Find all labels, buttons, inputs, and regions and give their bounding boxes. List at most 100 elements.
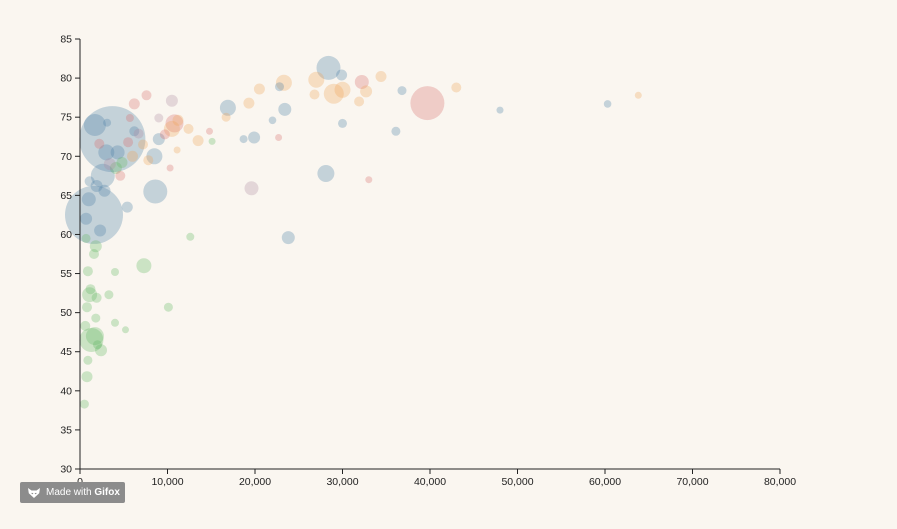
data-point-80 <box>82 266 93 277</box>
badge-brand: Gifox <box>94 487 120 498</box>
data-point-72 <box>81 371 93 383</box>
data-point-90 <box>123 137 134 148</box>
data-point-7 <box>79 328 104 352</box>
data-point-81 <box>89 249 99 259</box>
data-point-33 <box>159 129 170 140</box>
data-point-25 <box>121 201 133 213</box>
data-point-79 <box>91 313 101 323</box>
data-point-74 <box>83 355 93 365</box>
data-point-63 <box>173 146 181 154</box>
data-point-57 <box>268 116 277 125</box>
badge-prefix: Made with <box>46 487 95 498</box>
y-tick-label: 70 <box>60 151 72 163</box>
data-point-17 <box>82 287 98 303</box>
data-point-59 <box>221 112 231 122</box>
data-point-52 <box>391 126 401 136</box>
data-point-83 <box>81 233 91 243</box>
y-tick-label: 65 <box>60 190 72 202</box>
data-point-19 <box>98 144 115 161</box>
data-point-46 <box>354 96 365 107</box>
data-point-65 <box>186 232 195 241</box>
data-point-45 <box>360 85 373 98</box>
data-point-94 <box>103 118 112 127</box>
data-point-23 <box>81 192 96 207</box>
x-tick-label: 40,000 <box>414 476 446 488</box>
data-point-3 <box>143 179 168 204</box>
x-tick-label: 30,000 <box>326 476 358 488</box>
data-point-87 <box>84 176 95 187</box>
data-point-66 <box>163 302 173 312</box>
data-point-39 <box>141 90 152 101</box>
data-point-51 <box>243 97 255 109</box>
points-layer <box>65 55 642 409</box>
data-point-82 <box>89 240 102 253</box>
data-point-43 <box>281 231 295 245</box>
data-point-12 <box>165 114 184 133</box>
y-tick-label: 55 <box>60 268 72 280</box>
x-axis-ticks: 010,00020,00030,00040,00050,00060,00070,… <box>77 469 796 488</box>
made-with-gifox-badge[interactable]: Made with Gifox <box>20 482 125 503</box>
data-point-6 <box>90 163 115 188</box>
data-point-62 <box>208 137 216 145</box>
data-point-70 <box>111 268 119 276</box>
data-point-15 <box>317 165 335 182</box>
data-point-26 <box>109 162 122 174</box>
y-tick-label: 40 <box>60 385 72 397</box>
data-point-29 <box>129 126 140 137</box>
y-tick-label: 50 <box>60 307 72 319</box>
x-tick-label: 80,000 <box>764 476 796 488</box>
axes-layer: 010,00020,00030,00040,00050,00060,00070,… <box>60 34 796 489</box>
data-point-75 <box>80 320 91 331</box>
x-tick-label: 70,000 <box>676 476 708 488</box>
data-point-27 <box>116 157 128 168</box>
data-point-9 <box>308 71 325 88</box>
data-point-11 <box>334 81 351 98</box>
data-point-47 <box>336 69 348 81</box>
data-point-89 <box>115 170 126 181</box>
data-point-99 <box>634 91 642 99</box>
data-point-37 <box>192 135 204 147</box>
data-point-77 <box>85 284 96 295</box>
data-point-40 <box>244 181 259 196</box>
y-axis-ticks: 30 35 40 45 50 55 60 65 70 75 80 85 <box>60 34 80 476</box>
data-point-98 <box>603 100 612 108</box>
data-point-73 <box>79 399 89 409</box>
y-tick-label: 30 <box>60 464 72 476</box>
y-tick-label: 80 <box>60 73 72 85</box>
y-tick-label: 45 <box>60 346 72 358</box>
data-point-91 <box>133 128 144 139</box>
data-point-44 <box>354 75 369 89</box>
data-point-38 <box>128 98 140 110</box>
data-point-69 <box>104 290 114 300</box>
data-point-18 <box>85 327 104 346</box>
x-tick-label: 20,000 <box>239 476 271 488</box>
data-point-92 <box>154 113 164 123</box>
badge-label: Made with Gifox <box>46 487 120 498</box>
data-point-31 <box>143 155 154 166</box>
data-point-4 <box>316 55 341 80</box>
data-point-5 <box>83 114 106 136</box>
data-point-71 <box>95 344 107 357</box>
data-point-93 <box>94 138 105 149</box>
data-point-35 <box>172 114 184 126</box>
data-point-36 <box>183 123 194 134</box>
data-point-68 <box>111 318 119 327</box>
data-point-0 <box>79 106 146 173</box>
data-point-85 <box>98 184 111 197</box>
data-point-32 <box>152 133 165 146</box>
data-point-13 <box>163 120 180 137</box>
data-point-61 <box>206 127 213 135</box>
data-point-42 <box>278 102 292 116</box>
data-point-58 <box>275 134 283 141</box>
data-point-10 <box>323 83 344 104</box>
data-point-60 <box>239 135 248 144</box>
y-tick-label: 35 <box>60 424 72 436</box>
x-tick-label: 10,000 <box>151 476 183 488</box>
x-tick-label: 60,000 <box>589 476 621 488</box>
data-point-67 <box>122 326 129 334</box>
data-point-16 <box>136 258 152 274</box>
data-point-50 <box>253 83 265 95</box>
data-point-20 <box>110 145 125 160</box>
data-point-21 <box>146 148 163 165</box>
